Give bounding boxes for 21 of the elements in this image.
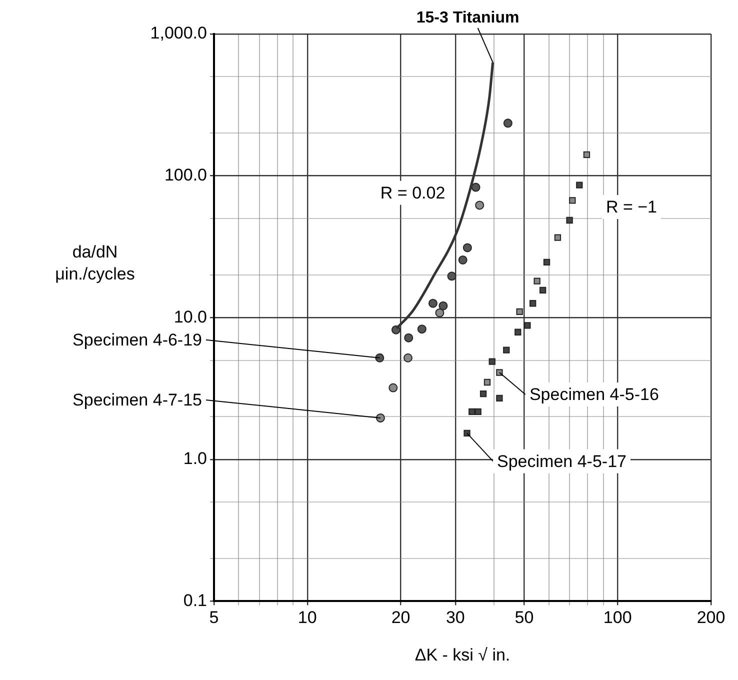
x-tick-label: 50 xyxy=(514,608,534,628)
x-tick-label: 200 xyxy=(696,608,726,628)
x-tick-label: 10 xyxy=(298,608,317,628)
y-tick-label: 100.0 xyxy=(164,165,207,184)
annotation: R = −1 xyxy=(606,198,658,217)
annotation: R = 0.02 xyxy=(380,184,446,203)
series-label: Specimen 4-5-17 xyxy=(497,452,626,471)
x-tick-label: 5 xyxy=(209,608,219,628)
text: Specimen 4-7-15 xyxy=(72,390,202,410)
x-tick-label: 30 xyxy=(446,608,465,628)
text: Specimen 4-6-19 xyxy=(72,330,202,350)
x-tick-label: 100 xyxy=(603,608,632,628)
y-axis-title: da/dN μin./cycles xyxy=(55,242,135,284)
y-tick-label: 10.0 xyxy=(174,307,207,326)
y-tick-label: 1.0 xyxy=(183,449,207,468)
series-label: Specimen 4-5-16 xyxy=(529,385,659,404)
x-axis-title: ΔK - ksi √ in. xyxy=(414,645,510,664)
text: 15-3 Titanium xyxy=(416,9,520,26)
x-tick-label: 20 xyxy=(391,608,410,628)
y-tick-label: 1,000.0 xyxy=(150,24,207,43)
y-tick-label: 0.1 xyxy=(183,590,207,610)
